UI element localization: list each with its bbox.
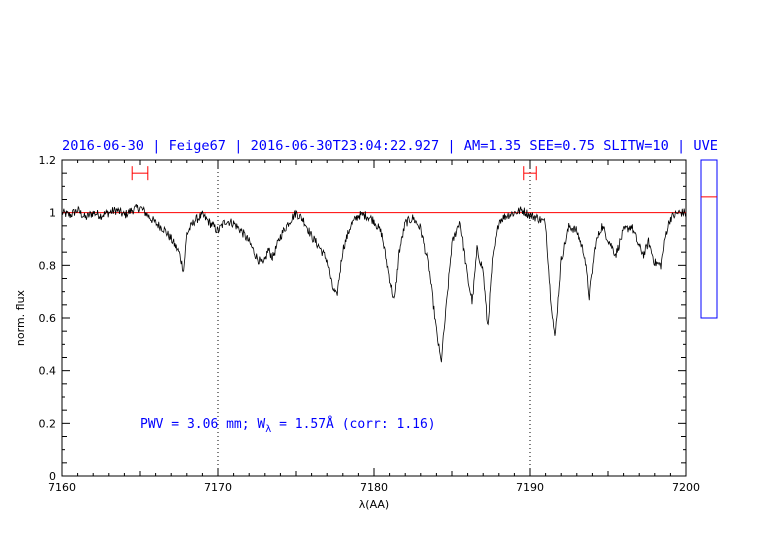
y-axis-ticks: 0 0.2 0.4 0.6 0.8 1 1.2 xyxy=(39,154,686,483)
y-tick-label: 0.8 xyxy=(39,259,57,272)
annotation-suffix: = 1.57Å (corr: 1.16) xyxy=(271,416,435,432)
annotation-subscript: λ xyxy=(265,424,271,435)
y-axis-label: norm. flux xyxy=(14,289,27,346)
y-tick-label: 1.2 xyxy=(39,154,57,167)
spectrum-series-line xyxy=(61,203,687,363)
y-tick-label: 1 xyxy=(49,207,56,220)
pwv-annotation: PWV = 3.06 mm; Wλ = 1.57Å (corr: 1.16) xyxy=(140,416,436,435)
x-tick-label: 7190 xyxy=(516,481,544,494)
x-tick-label: 7200 xyxy=(672,481,700,494)
y-tick-label: 0.2 xyxy=(39,417,57,430)
x-tick-label: 7160 xyxy=(48,481,76,494)
header-title: 2016-06-30 | Feige67 | 2016-06-30T23:04:… xyxy=(62,138,718,154)
side-panel-box xyxy=(700,159,718,319)
y-tick-label: 0.6 xyxy=(39,312,57,325)
x-tick-label: 7170 xyxy=(204,481,232,494)
x-axis-label: λ(AA) xyxy=(359,498,389,511)
x-axis-ticks: 7160 7170 7180 7190 7200 xyxy=(48,160,700,494)
annotation-prefix: PWV = 3.06 mm; W xyxy=(140,417,265,432)
y-tick-label: 0.4 xyxy=(39,365,57,378)
y-tick-label: 0 xyxy=(49,470,56,483)
x-tick-label: 7180 xyxy=(360,481,388,494)
error-bar-markers xyxy=(131,166,537,181)
